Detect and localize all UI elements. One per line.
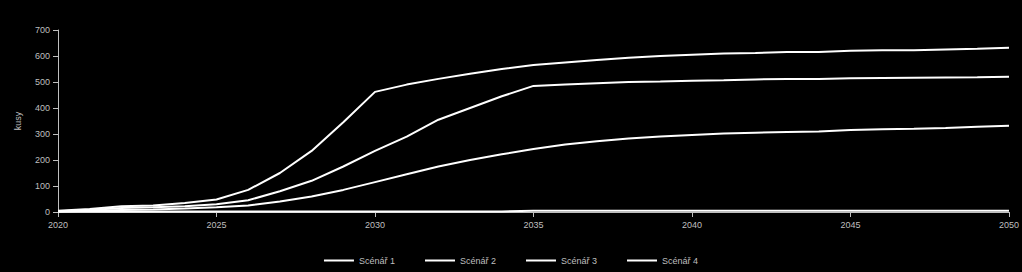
svg-text:700: 700 <box>35 25 50 35</box>
svg-text:0: 0 <box>45 207 50 217</box>
svg-text:Scénář 3: Scénář 3 <box>561 256 597 266</box>
svg-text:500: 500 <box>35 77 50 87</box>
svg-text:Scénář 1: Scénář 1 <box>359 256 395 266</box>
svg-text:2020: 2020 <box>48 220 68 230</box>
svg-text:kusy: kusy <box>13 111 23 130</box>
svg-text:2045: 2045 <box>840 220 860 230</box>
svg-text:100: 100 <box>35 181 50 191</box>
svg-text:Scénář 4: Scénář 4 <box>662 256 698 266</box>
svg-text:2030: 2030 <box>365 220 385 230</box>
svg-text:200: 200 <box>35 155 50 165</box>
svg-text:600: 600 <box>35 51 50 61</box>
svg-text:2050: 2050 <box>999 220 1019 230</box>
svg-text:2040: 2040 <box>682 220 702 230</box>
svg-text:300: 300 <box>35 129 50 139</box>
svg-text:Scénář 2: Scénář 2 <box>460 256 496 266</box>
svg-text:2035: 2035 <box>523 220 543 230</box>
svg-text:400: 400 <box>35 103 50 113</box>
svg-text:2025: 2025 <box>206 220 226 230</box>
